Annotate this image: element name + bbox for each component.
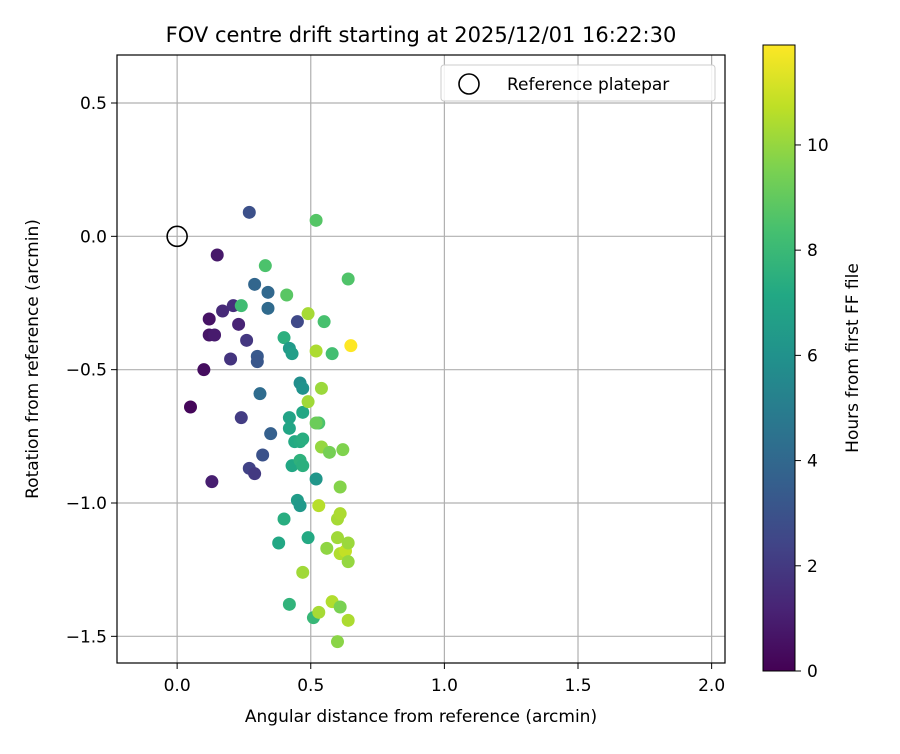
y-tick-label: −0.5 bbox=[66, 361, 107, 381]
x-tick-label: 1.5 bbox=[564, 676, 591, 696]
data-point bbox=[309, 472, 323, 486]
colorbar-ticks: 0 2 4 6 8 10 bbox=[795, 136, 829, 682]
data-point bbox=[277, 331, 291, 345]
data-point bbox=[240, 333, 254, 347]
data-point bbox=[224, 352, 238, 366]
data-point bbox=[234, 299, 248, 313]
y-axis-label: Rotation from reference (arcmin) bbox=[23, 219, 43, 499]
data-point bbox=[202, 312, 216, 326]
colorbar-tick-label: 0 bbox=[807, 662, 818, 682]
data-point bbox=[322, 445, 336, 459]
x-axis-label: Angular distance from reference (arcmin) bbox=[245, 707, 597, 727]
data-point bbox=[341, 613, 355, 627]
scatter-points bbox=[183, 205, 358, 649]
data-point bbox=[256, 448, 270, 462]
data-point bbox=[250, 355, 264, 369]
data-point bbox=[290, 315, 304, 329]
data-point bbox=[285, 347, 299, 361]
colorbar-tick-label: 4 bbox=[807, 452, 818, 472]
data-point bbox=[205, 475, 219, 489]
data-point bbox=[296, 565, 310, 579]
data-point bbox=[282, 421, 296, 435]
data-point bbox=[341, 555, 355, 569]
legend-entry-reference: Reference platepar bbox=[507, 75, 669, 95]
colorbar bbox=[762, 44, 796, 672]
data-point bbox=[325, 347, 339, 361]
data-point bbox=[312, 499, 326, 513]
colorbar-tick-label: 8 bbox=[807, 241, 818, 261]
data-point bbox=[333, 507, 347, 521]
data-point bbox=[341, 536, 355, 550]
data-point bbox=[234, 411, 248, 425]
x-axis-ticks: 0.0 0.5 1.0 1.5 2.0 bbox=[164, 663, 725, 696]
data-point bbox=[309, 344, 323, 358]
data-point bbox=[277, 512, 291, 526]
data-point bbox=[296, 432, 310, 446]
data-point bbox=[314, 381, 328, 395]
colorbar-tick-label: 10 bbox=[807, 136, 829, 156]
data-point bbox=[272, 536, 286, 550]
data-point bbox=[309, 416, 323, 430]
y-tick-label: −1.5 bbox=[66, 627, 107, 647]
x-tick-label: 1.0 bbox=[431, 676, 458, 696]
chart-title: FOV centre drift starting at 2025/12/01 … bbox=[166, 23, 677, 47]
data-point bbox=[333, 600, 347, 614]
data-point bbox=[261, 285, 275, 299]
data-point bbox=[296, 381, 310, 395]
data-point bbox=[208, 328, 222, 342]
data-point bbox=[261, 301, 275, 315]
data-point bbox=[301, 531, 315, 545]
data-point bbox=[312, 605, 326, 619]
plot-area bbox=[117, 55, 725, 663]
data-point bbox=[293, 499, 307, 513]
data-point bbox=[341, 272, 355, 286]
colorbar-label: Hours from first FF file bbox=[843, 263, 863, 453]
data-point bbox=[330, 531, 344, 545]
data-point bbox=[282, 597, 296, 611]
plot-frame bbox=[116, 54, 726, 664]
data-point bbox=[320, 541, 334, 555]
colorbar-tick-label: 2 bbox=[807, 557, 818, 577]
data-point bbox=[330, 635, 344, 649]
data-point bbox=[309, 213, 323, 227]
legend: Reference platepar bbox=[440, 64, 716, 102]
x-tick-label: 0.0 bbox=[164, 676, 191, 696]
y-tick-label: 0.0 bbox=[80, 227, 107, 247]
data-point bbox=[248, 467, 262, 481]
data-point bbox=[301, 395, 315, 409]
data-point bbox=[333, 480, 347, 494]
data-point bbox=[336, 443, 350, 457]
y-tick-label: 0.5 bbox=[80, 94, 107, 114]
data-point bbox=[197, 363, 211, 377]
data-point bbox=[296, 459, 310, 473]
data-point bbox=[296, 405, 310, 419]
x-tick-label: 2.0 bbox=[698, 676, 725, 696]
grid bbox=[117, 55, 725, 663]
data-point bbox=[258, 259, 272, 273]
data-point bbox=[216, 304, 230, 318]
x-tick-label: 0.5 bbox=[297, 676, 324, 696]
data-point bbox=[183, 400, 197, 414]
data-point bbox=[232, 317, 246, 331]
legend-marker bbox=[458, 73, 480, 95]
data-point bbox=[317, 315, 331, 329]
reference-platepar-marker bbox=[166, 225, 188, 248]
data-point bbox=[280, 288, 294, 302]
data-point bbox=[253, 387, 267, 401]
data-point bbox=[282, 411, 296, 425]
data-point bbox=[210, 248, 224, 262]
data-point bbox=[344, 339, 358, 353]
y-axis-ticks: −1.5 −1.0 −0.5 0.0 0.5 bbox=[66, 94, 117, 647]
data-point bbox=[264, 427, 278, 441]
data-point bbox=[248, 277, 262, 291]
legend-box bbox=[440, 64, 716, 102]
y-tick-label: −1.0 bbox=[66, 494, 107, 514]
data-point bbox=[301, 307, 315, 321]
data-point bbox=[242, 205, 256, 219]
colorbar-tick-label: 6 bbox=[807, 346, 818, 366]
